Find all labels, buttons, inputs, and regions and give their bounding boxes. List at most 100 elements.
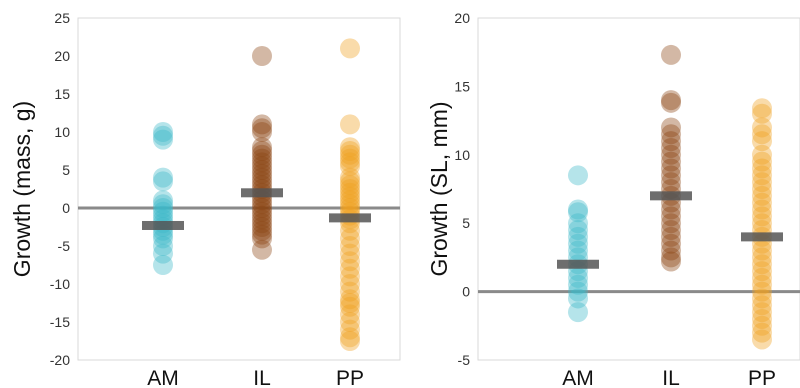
y-tick-label: 5 [62,162,70,178]
category-label-am: AM [147,367,179,388]
data-point-pp [752,308,772,329]
y-tick-label: -5 [58,238,71,254]
data-point-il [252,137,272,158]
y-tick-label: 15 [454,78,470,94]
data-point-pp [340,236,360,256]
data-point-pp [340,186,360,207]
data-point-il [661,251,681,272]
data-point-am [153,122,173,142]
data-point-il [661,158,681,179]
data-point-il [661,226,681,247]
data-point-am [568,213,588,234]
length-growth-chart: -5 0 5 10 15 20 Growth (SL, mm) AM IL PP [426,10,800,388]
data-point-pp [752,179,772,199]
data-point-pp [340,141,360,161]
data-point-il [252,122,272,142]
data-point-il [661,44,681,65]
data-point-am [153,190,173,211]
data-point-pp [752,322,772,343]
data-point-il [661,172,681,193]
data-point-am [153,205,173,226]
data-point-il [252,144,272,165]
y-axis-label: Growth (mass, g) [9,101,35,277]
data-point-pp [752,144,772,165]
mean-marker-il [241,188,283,198]
data-point-il [252,163,272,184]
data-point-am [153,228,173,249]
data-point-il [252,217,272,237]
data-point-pp [340,137,360,158]
data-point-il [252,148,272,169]
data-point-il [661,233,681,254]
data-point-am [153,198,173,218]
data-point-pp [752,206,772,227]
data-point-il [252,224,272,245]
data-point-pp [340,198,360,218]
data-point-il [252,171,272,192]
category-label-am: AM [562,367,594,388]
data-point-pp [340,38,360,59]
data-point-il [252,160,272,180]
data-point-am [568,202,588,223]
data-point-il [252,205,272,226]
data-point-pp [752,295,772,316]
data-point-pp [752,124,772,145]
data-point-am [153,255,173,275]
data-point-il [661,206,681,227]
data-point-am [568,302,588,323]
y-tick-label: 20 [54,48,70,64]
data-point-am [568,220,588,241]
data-point-am [568,199,588,220]
data-point-il [252,201,272,222]
data-point-pp [340,251,360,272]
data-point-am [568,233,588,254]
data-point-am [153,129,173,150]
data-point-am [568,288,588,309]
data-point-pp [340,179,360,199]
data-point-il [661,90,681,111]
mass-growth-chart: -20 -15 -10 -5 0 5 10 15 20 25 Growth (mass, g) AM I… [9,10,401,388]
data-point-pp [752,329,772,350]
data-point-pp [340,281,360,302]
y-axis-label: Growth (SL, mm) [426,101,452,276]
data-point-pp [340,289,360,310]
data-point-il [661,199,681,220]
y-tick-label: 10 [454,147,470,163]
data-point-il [252,194,272,215]
data-point-il [661,151,681,172]
data-point-pp [752,288,772,309]
data-point-pp [340,319,360,340]
data-point-am [568,274,588,295]
data-point-am [153,243,173,264]
category-label-il: IL [253,367,271,388]
data-point-pp [752,213,772,234]
data-point-pp [752,158,772,179]
data-point-pp [752,240,772,261]
y-tick-label: -15 [50,314,70,330]
data-point-pp [752,261,772,282]
data-point-am [153,167,173,188]
data-point-pp [340,152,360,173]
data-point-pp [340,148,360,169]
data-point-il [661,165,681,186]
data-point-pp [752,117,772,138]
data-point-il [252,167,272,188]
data-point-am [153,125,173,146]
data-point-il [661,213,681,234]
data-point-pp [752,103,772,124]
data-point-il [661,92,681,113]
data-point-am [153,194,173,215]
mean-marker-pp [329,213,371,223]
data-point-pp [752,247,772,268]
data-point-il [252,213,272,234]
data-point-il [661,131,681,152]
category-label-il: IL [662,367,680,388]
data-point-il [661,240,681,261]
data-point-am [153,201,173,222]
data-point-am [568,240,588,261]
data-point-pp [340,182,360,203]
data-point-il [252,46,272,66]
data-point-pp [752,185,772,206]
data-point-il [252,156,272,177]
y-tick-label: -10 [50,276,70,292]
